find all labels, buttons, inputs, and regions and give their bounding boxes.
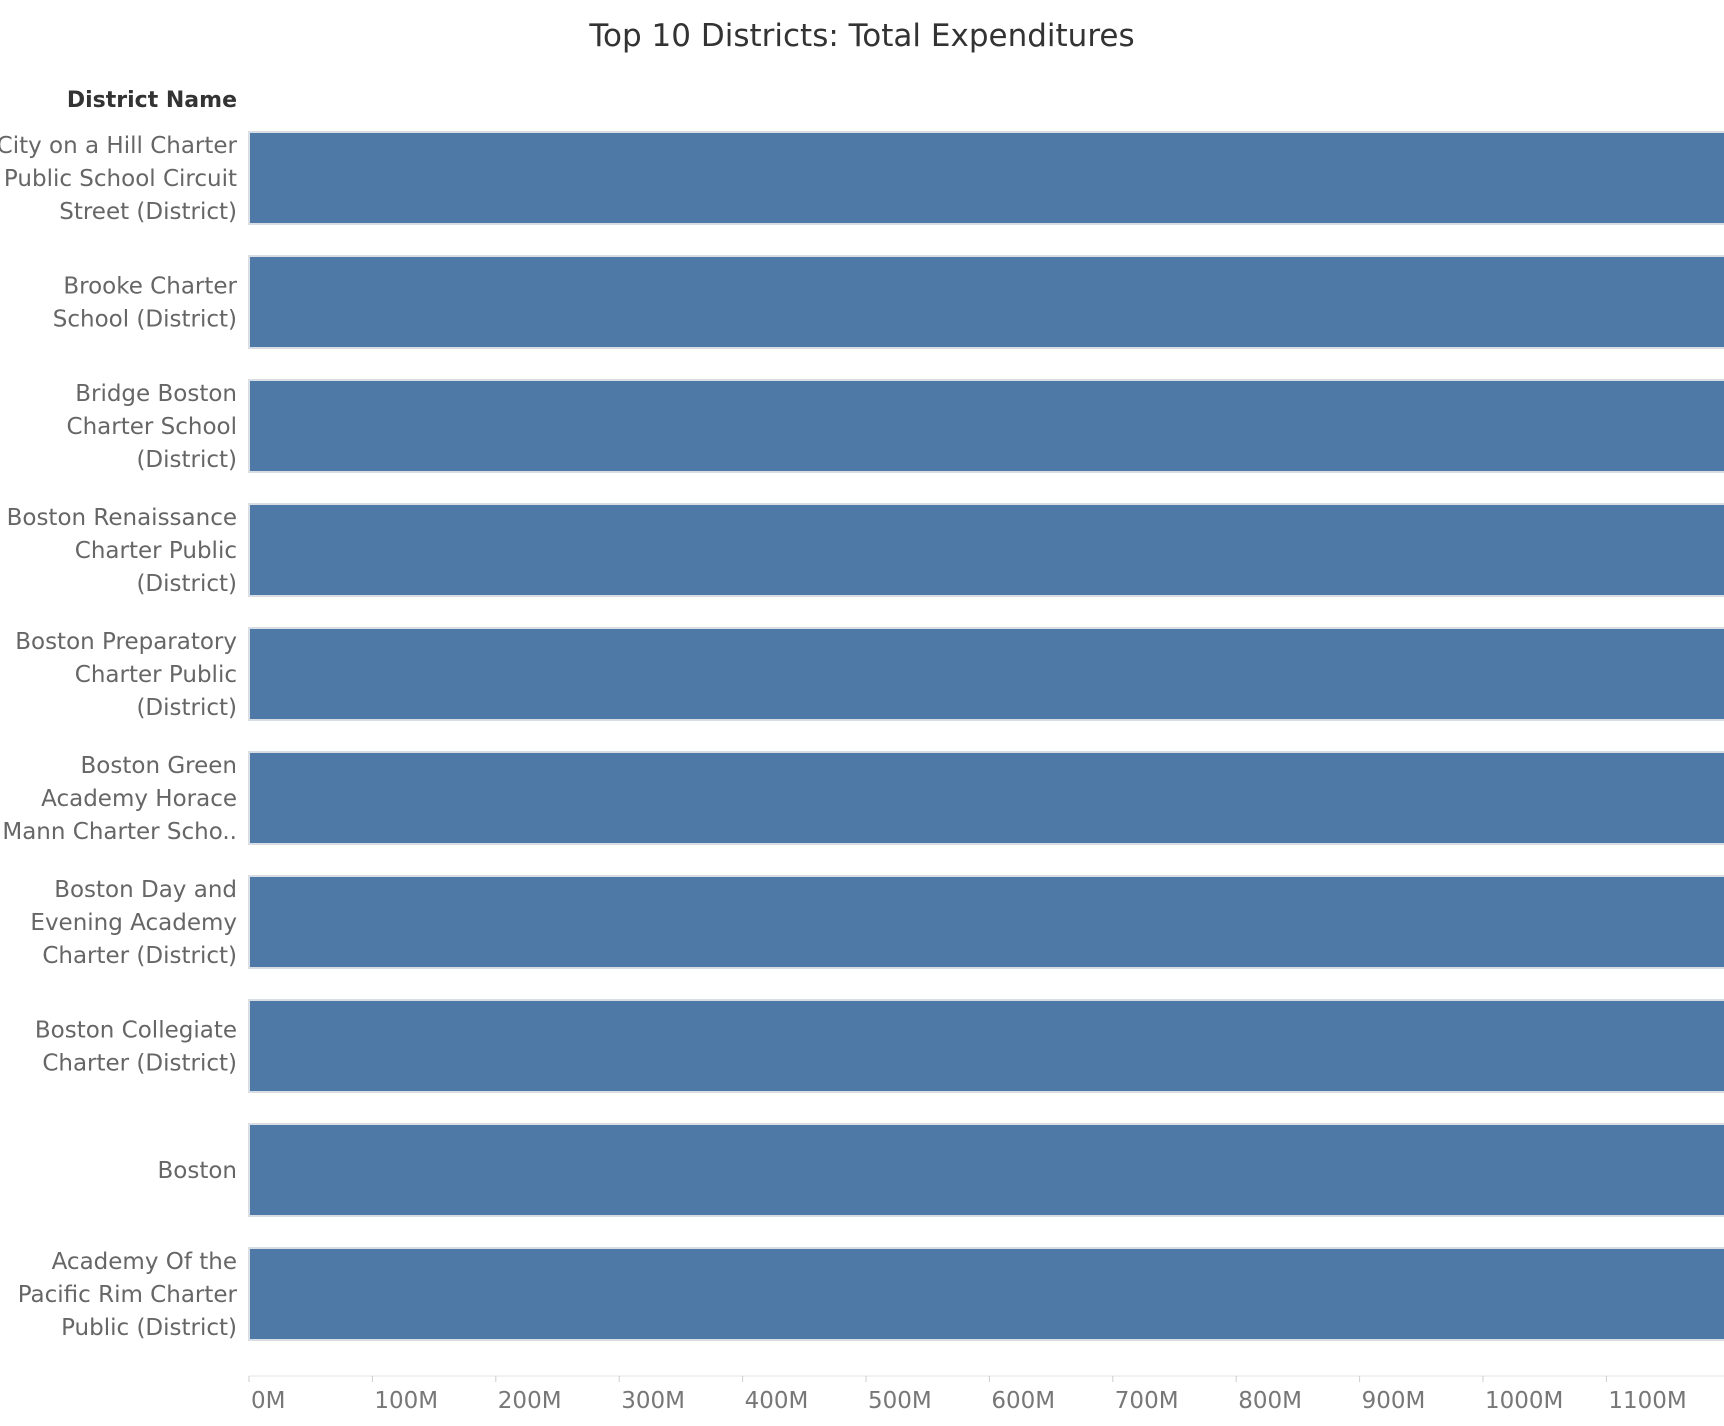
category-label: Boston Renaissance Charter Public (Distric…	[7, 505, 237, 597]
bar	[248, 379, 1724, 473]
x-tick-label: 900M	[1362, 1388, 1426, 1414]
bar	[248, 1247, 1724, 1341]
category-label: Boston Day and Evening Academy Charter (Di…	[30, 877, 237, 969]
x-tick-label: 300M	[621, 1388, 685, 1414]
x-tick-label: 500M	[868, 1388, 932, 1414]
x-tick-label: 800M	[1238, 1388, 1302, 1414]
category-label: Boston	[157, 1158, 237, 1184]
category-label: Boston Preparatory Charter Public (Distric…	[15, 629, 237, 721]
bar	[248, 751, 1724, 845]
bar	[248, 627, 1724, 721]
category-label: Brooke Charter School (District)	[53, 274, 238, 333]
x-tick-label: 700M	[1115, 1388, 1179, 1414]
x-tick-label: 100M	[374, 1388, 438, 1414]
bar	[248, 255, 1724, 349]
x-tick-label: 0M	[251, 1388, 285, 1414]
bars-group: City on a Hill Charter Public School Circ…	[0, 131, 1724, 1341]
bar	[248, 875, 1724, 969]
x-axis: 0M 100M 200M 300M 400M 500M 600M 700M 800M 900M 10…	[248, 1375, 1724, 1414]
x-tick-label: 1100M	[1608, 1388, 1686, 1414]
category-label: Academy Of the Pacific Rim Charter Public …	[18, 1249, 238, 1341]
bar	[248, 1123, 1724, 1217]
x-tick-label: 1000M	[1485, 1388, 1563, 1414]
x-tick-label: 200M	[498, 1388, 562, 1414]
x-tick-label: 400M	[745, 1388, 809, 1414]
chart-title: Top 10 Districts: Total Expenditures	[588, 18, 1134, 54]
category-label: Bridge Boston Charter School (District)	[67, 381, 237, 473]
bar	[248, 503, 1724, 597]
bar	[248, 131, 1724, 225]
category-label: Boston Green Academy Horace Mann Charter S…	[2, 753, 237, 845]
row-header: District Name	[67, 88, 237, 113]
category-label: Boston Collegiate Charter (District)	[35, 1018, 237, 1077]
category-label: City on a Hill Charter Public School Circ…	[0, 133, 238, 225]
x-tick-label: 600M	[991, 1388, 1055, 1414]
bar	[248, 999, 1724, 1093]
